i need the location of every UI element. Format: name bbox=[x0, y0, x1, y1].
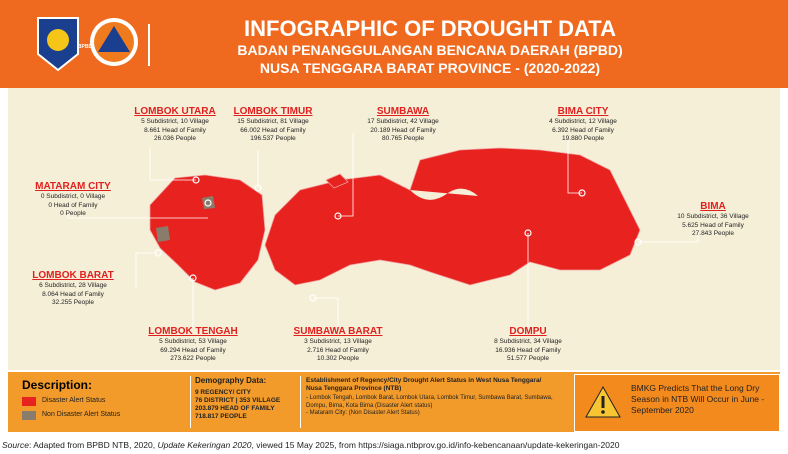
region-stat: 17 Subdistrict, 42 Village bbox=[367, 118, 439, 125]
subtitle: BADAN PENANGGULANGAN BENCANA DAERAH (BPB… bbox=[237, 42, 623, 58]
title: INFOGRAPHIC OF DROUGHT DATA bbox=[244, 16, 616, 41]
map-area: LOMBOK UTARA 5 Subdistrict, 10 Village 8.6… bbox=[8, 88, 780, 370]
region-stat: 80.765 People bbox=[382, 135, 424, 142]
source-text: , viewed 15 May 2025, from https://siaga… bbox=[251, 440, 620, 450]
region-label: MATARAM CITY 0 Subdistrict, 0 Village 0 He… bbox=[0, 180, 148, 219]
demo-line: 203.879 HEAD OF FAMILY bbox=[195, 405, 275, 412]
region-stat: 32.255 People bbox=[52, 299, 94, 306]
region-stat: 10.302 People bbox=[317, 355, 359, 362]
region-stat: 0 People bbox=[60, 210, 86, 217]
mataram bbox=[156, 226, 170, 242]
region-name: BIMA CITY bbox=[557, 106, 609, 117]
demo-line: 9 REGENCY/ CITY bbox=[195, 389, 251, 396]
source-text: : Adapted from BPBD NTB, 2020, bbox=[28, 440, 158, 450]
map bbox=[67, 133, 699, 328]
region-stat: 10 Subdistrict, 36 Village bbox=[677, 213, 749, 220]
region-stat: 8.661 Head of Family bbox=[144, 126, 206, 134]
region-name: LOMBOK TENGAH bbox=[148, 326, 238, 337]
region-stat: 196.537 People bbox=[250, 135, 296, 142]
region-stat: 15 Subdistrict, 81 Village bbox=[237, 118, 309, 125]
region-stat: 8.064 Head of Family bbox=[42, 290, 104, 298]
swatch bbox=[22, 397, 36, 406]
region-name: LOMBOK TIMUR bbox=[233, 106, 313, 117]
region-name: LOMBOK BARAT bbox=[32, 270, 114, 281]
region-stat: 16.936 Head of Family bbox=[495, 346, 561, 354]
region-name: MATARAM CITY bbox=[35, 181, 111, 192]
region-stat: 51.577 People bbox=[507, 355, 549, 362]
region-stat: 26.036 People bbox=[154, 135, 196, 142]
region-label: LOMBOK TIMUR 15 Subdistrict, 81 Village 66… bbox=[198, 105, 348, 144]
region-stat: 0 Head of Family bbox=[48, 201, 98, 209]
region-stat: 20.189 Head of Family bbox=[370, 126, 436, 134]
demo-line: 718.817 PEOPLE bbox=[195, 413, 247, 420]
desc-title: Description: bbox=[22, 378, 93, 392]
region-stat: 3 Subdistrict, 13 Village bbox=[304, 338, 372, 345]
region-stat: 4 Subdistrict, 12 Village bbox=[549, 118, 617, 125]
region-stat: 19.880 People bbox=[562, 135, 604, 142]
region-label: SUMBAWA 17 Subdistrict, 42 Village 20.189 … bbox=[328, 105, 478, 144]
province: NUSA TENGGARA BARAT PROVINCE - (2020-202… bbox=[259, 60, 601, 76]
demo-lines: 9 REGENCY/ CITY 76 DISTRICT | 353 VILLAG… bbox=[195, 389, 280, 421]
region-label: SUMBAWA BARAT 3 Subdistrict, 13 Village 2.… bbox=[263, 325, 413, 364]
region-stat: 2.716 Head of Family bbox=[307, 346, 369, 354]
source: Source: Adapted from BPBD NTB, 2020, Upd… bbox=[2, 440, 619, 450]
warning-icon bbox=[585, 385, 621, 418]
lombok bbox=[149, 174, 266, 291]
region-label: LOMBOK BARAT 6 Subdistrict, 28 Village 8.0… bbox=[0, 269, 148, 308]
region-label: BIMA CITY 4 Subdistrict, 12 Village 6.392 … bbox=[508, 105, 658, 144]
region-stat: 5 Subdistrict, 10 Village bbox=[141, 118, 209, 125]
region-label: LOMBOK TENGAH 5 Subdistrict, 53 Village 69… bbox=[118, 325, 268, 364]
region-stat: 6.392 Head of Family bbox=[552, 126, 614, 134]
region-name: DOMPU bbox=[509, 326, 547, 337]
region-stat: 273.622 People bbox=[170, 355, 216, 362]
region-stat: 8 Subdistrict, 34 Village bbox=[494, 338, 562, 345]
legend-item: Disaster Alert Status bbox=[42, 397, 106, 404]
region-label: LOMBOK UTARA 5 Subdistrict, 10 Village 8.6… bbox=[100, 105, 250, 144]
islet bbox=[325, 173, 349, 189]
est-lines: - Lombok Tengah, Lombok Barat, Lombok Ut… bbox=[306, 395, 556, 418]
region-stat: 5 Subdistrict, 53 Village bbox=[159, 338, 227, 345]
region-label: BIMA 10 Subdistrict, 36 Village 5.625 Head… bbox=[638, 200, 788, 239]
region-name: LOMBOK UTARA bbox=[134, 106, 216, 117]
legend-item: Non Disaster Alert Status bbox=[42, 411, 121, 418]
header: BPBD INFOGRAPHIC OF DROUGHT DATA BADAN P… bbox=[0, 0, 788, 88]
swatch bbox=[22, 411, 36, 420]
region-stat: 0 Subdistrict, 0 Village bbox=[40, 193, 106, 200]
est-line: - Mataram City: (Non Disaster Alert Stat… bbox=[306, 410, 420, 416]
source-title: Update Kekeringan 2020 bbox=[157, 440, 252, 450]
demo-line: 76 DISTRICT | 353 VILLAGE bbox=[195, 397, 281, 404]
region-name: SUMBAWA BARAT bbox=[293, 326, 383, 337]
warning-box: BMKG Predicts That the Long Dry Season i… bbox=[574, 374, 780, 432]
region-name: SUMBAWA bbox=[376, 106, 430, 117]
region-stat: 66.002 Head of Family bbox=[240, 126, 306, 134]
footer: Description: Disaster Alert Status Non D… bbox=[8, 372, 780, 432]
demo-title: Demography Data: bbox=[195, 376, 267, 385]
region-stat: 27.843 People bbox=[692, 230, 734, 237]
warning-text: BMKG Predicts That the Long Dry Season i… bbox=[631, 383, 765, 415]
est-title: Establishment of Regency/City Drought Al… bbox=[306, 377, 542, 392]
region-name: BIMA bbox=[700, 201, 726, 212]
region-stat: 5.625 Head of Family bbox=[682, 221, 744, 229]
logo-text: BPBD bbox=[77, 44, 93, 50]
region-stat: 69.294 Head of Family bbox=[160, 346, 226, 354]
logos bbox=[37, 17, 150, 72]
mataram bbox=[202, 196, 215, 209]
region-label: DOMPU 8 Subdistrict, 34 Village 16.936 Hea… bbox=[453, 325, 603, 364]
source-label: Source bbox=[2, 440, 29, 450]
est-line: - Lombok Tengah, Lombok Barat, Lombok Ut… bbox=[306, 395, 553, 409]
region-stat: 6 Subdistrict, 28 Village bbox=[39, 282, 107, 289]
sumbawa bbox=[264, 147, 641, 286]
